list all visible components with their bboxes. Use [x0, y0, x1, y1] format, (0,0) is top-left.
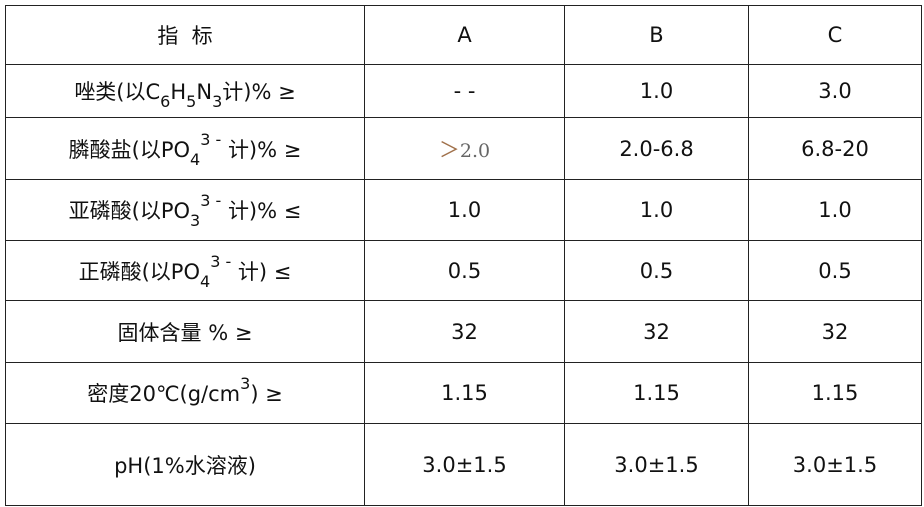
- label-text: 唑类(以C: [74, 80, 161, 104]
- label-text: H: [170, 80, 187, 104]
- subscript: 3: [212, 92, 223, 111]
- label-text: 正磷酸(以PO: [78, 259, 200, 284]
- cell-b: 1.15: [564, 362, 749, 424]
- header-row: 指 标 A B C: [5, 5, 922, 65]
- label-text: 计)% ≥: [227, 137, 302, 162]
- header-a: A: [364, 5, 565, 65]
- subscript: 4: [190, 149, 201, 169]
- table-row: pH(1%水溶液) 3.0±1.5 3.0±1.5 3.0±1.5: [5, 423, 922, 506]
- cell-b: 1.0: [564, 64, 749, 118]
- label-text: 亚磷酸(以PO: [68, 199, 191, 223]
- superscript: 3 -: [210, 251, 232, 271]
- table-row: 亚磷酸(以PO33 - 计)% ≤ 1.0 1.0 1.0: [5, 179, 922, 241]
- subscript: 6: [160, 92, 171, 111]
- label-text: N: [196, 80, 213, 104]
- cell-c: 32: [748, 300, 922, 363]
- row-label: 膦酸盐(以PO43 - 计)% ≥: [5, 117, 365, 180]
- row-label: 唑类(以C6H5N3计)% ≥: [5, 64, 365, 118]
- header-c: C: [748, 5, 922, 65]
- cell-a: ＞2.0: [364, 117, 565, 180]
- cell-a: 0.5: [364, 240, 565, 301]
- row-label: 正磷酸(以PO43 - 计) ≤: [5, 240, 365, 301]
- row-label: pH(1%水溶液): [5, 423, 365, 506]
- cell-c: 6.8-20: [748, 117, 922, 180]
- label-text: ) ≥: [250, 382, 283, 406]
- greater-than-sign: ＞: [438, 137, 460, 162]
- superscript: 3 -: [200, 129, 222, 149]
- header-indicator: 指 标: [5, 5, 365, 65]
- cell-b: 32: [564, 300, 749, 363]
- header-b: B: [564, 5, 749, 65]
- cell-c: 3.0±1.5: [748, 423, 922, 506]
- cell-c: 3.0: [748, 64, 922, 118]
- superscript: 3: [240, 374, 251, 393]
- label-text: 计)% ≤: [227, 199, 302, 223]
- cell-a: 32: [364, 300, 565, 363]
- cell-c: 1.15: [748, 362, 922, 424]
- table-row: 膦酸盐(以PO43 - 计)% ≥ ＞2.0 2.0-6.8 6.8-20: [5, 117, 922, 180]
- label-text: 计) ≤: [237, 259, 292, 284]
- cell-value: 2.0: [459, 139, 491, 162]
- subscript: 3: [190, 211, 201, 230]
- table-row: 正磷酸(以PO43 - 计) ≤ 0.5 0.5 0.5: [5, 240, 922, 301]
- subscript: 5: [186, 92, 197, 111]
- label-text: 密度20℃(g/cm: [87, 382, 241, 406]
- table-row: 固体含量 % ≥ 32 32 32: [5, 300, 922, 363]
- cell-a: - -: [364, 64, 565, 118]
- spec-table: 指 标 A B C 唑类(以C6H5N3计)% ≥ - - 1.0 3.0 膦酸…: [5, 5, 922, 506]
- cell-b: 3.0±1.5: [564, 423, 749, 506]
- label-text: 膦酸盐(以PO: [68, 137, 191, 162]
- cell-a: 1.15: [364, 362, 565, 424]
- row-label: 密度20℃(g/cm3) ≥: [5, 362, 365, 424]
- subscript: 4: [200, 271, 211, 291]
- cell-c: 0.5: [748, 240, 922, 301]
- row-label: 亚磷酸(以PO33 - 计)% ≤: [5, 179, 365, 241]
- cell-b: 2.0-6.8: [564, 117, 749, 180]
- cell-c: 1.0: [748, 179, 922, 241]
- superscript: 3 -: [200, 191, 222, 210]
- label-text: 计)% ≥: [222, 80, 296, 104]
- cell-b: 1.0: [564, 179, 749, 241]
- cell-a: 3.0±1.5: [364, 423, 565, 506]
- table-row: 密度20℃(g/cm3) ≥ 1.15 1.15 1.15: [5, 362, 922, 424]
- cell-b: 0.5: [564, 240, 749, 301]
- table-row: 唑类(以C6H5N3计)% ≥ - - 1.0 3.0: [5, 64, 922, 118]
- cell-a: 1.0: [364, 179, 565, 241]
- row-label: 固体含量 % ≥: [5, 300, 365, 363]
